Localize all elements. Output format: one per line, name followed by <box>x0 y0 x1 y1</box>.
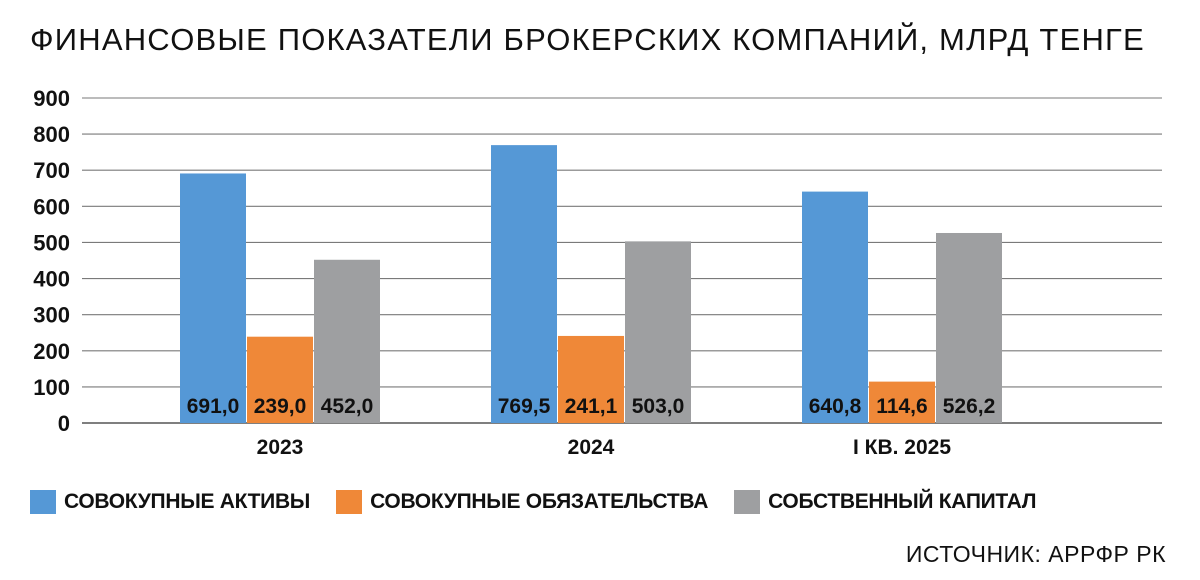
data-label: 452,0 <box>321 395 374 418</box>
legend-label-equity: СОБСТВЕННЫЙ КАПИТАЛ <box>768 490 1037 513</box>
x-category-label: 2023 <box>257 436 304 459</box>
legend-swatch-equity <box>734 490 761 514</box>
y-tick-label: 400 <box>33 267 70 292</box>
source-note: ИСТОЧНИК: АРРФР РК <box>905 541 1166 567</box>
bar-assets <box>491 145 557 423</box>
bar-equity <box>936 232 1002 423</box>
y-tick-label: 900 <box>33 86 70 111</box>
legend-item-assets: СОВОКУПНЫЕ АКТИВЫ <box>30 490 310 514</box>
legend-label-assets: СОВОКУПНЫЕ АКТИВЫ <box>64 490 311 513</box>
bar-assets <box>180 173 246 423</box>
bar-liabilities <box>247 336 313 423</box>
x-category-label: 2024 <box>568 436 615 459</box>
data-label: 114,6 <box>876 395 927 418</box>
y-axis-ticks: 0 100 200 300 400 500 600 700 800 900 <box>33 86 70 436</box>
y-tick-label: 300 <box>33 303 70 328</box>
data-label: 241,1 <box>565 395 618 418</box>
legend-swatch-liabilities <box>336 490 363 514</box>
y-tick-label: 200 <box>33 339 70 364</box>
data-label: 691,0 <box>187 395 240 418</box>
legend: СОВОКУПНЫЕ АКТИВЫ СОВОКУПНЫЕ ОБЯЗАТЕЛЬСТ… <box>30 490 1062 514</box>
y-tick-label: 800 <box>33 122 70 147</box>
bar-liabilities <box>869 381 935 423</box>
y-tick-label: 0 <box>58 411 70 436</box>
x-axis-categories: 2023 2024 I КВ. 2025 <box>257 436 952 459</box>
bar-equity <box>314 259 380 423</box>
bar-equity <box>625 241 691 423</box>
bar-assets <box>802 191 868 423</box>
data-label: 239,0 <box>254 395 307 418</box>
x-category-label: I КВ. 2025 <box>853 436 951 459</box>
chart-title: ФИНАНСОВЫЕ ПОКАЗАТЕЛИ БРОКЕРСКИХ КОМПАНИ… <box>30 22 1145 57</box>
data-label: 503,0 <box>632 395 685 418</box>
legend-item-equity: СОБСТВЕННЫЙ КАПИТАЛ <box>734 490 1037 514</box>
data-label: 769,5 <box>498 395 551 418</box>
data-labels: 691,0 239,0 452,0 769,5 241,1 503,0 640,8 114,6… <box>187 395 996 418</box>
legend-label-liabilities: СОВОКУПНЫЕ ОБЯЗАТЕЛЬСТВА <box>370 490 709 513</box>
y-tick-label: 100 <box>33 375 70 400</box>
y-tick-label: 500 <box>33 230 70 255</box>
y-tick-label: 700 <box>33 158 70 183</box>
bar-liabilities <box>558 335 624 423</box>
data-label: 640,8 <box>809 395 862 418</box>
y-tick-label: 600 <box>33 194 70 219</box>
legend-swatch-assets <box>30 490 56 514</box>
bars <box>180 145 1002 423</box>
legend-item-liabilities: СОВОКУПНЫЕ ОБЯЗАТЕЛЬСТВА <box>336 490 708 514</box>
data-label: 526,2 <box>943 395 996 418</box>
